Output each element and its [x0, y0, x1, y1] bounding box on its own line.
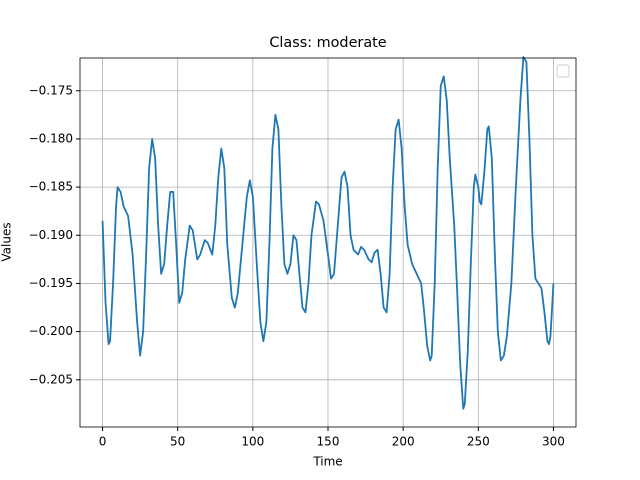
x-tick-label: 200: [392, 435, 415, 449]
y-tick-label: −0.180: [29, 131, 73, 145]
legend-box: [556, 64, 570, 78]
x-tick-label: 150: [317, 435, 340, 449]
chart-title: Class: moderate: [269, 35, 386, 51]
y-axis-label: Values: [0, 222, 14, 261]
y-tick-label: −0.200: [29, 324, 73, 338]
y-tick-label: −0.195: [29, 276, 73, 290]
y-tick-label: −0.190: [29, 228, 73, 242]
y-tick-label: −0.175: [29, 83, 73, 97]
x-tick-label: 0: [99, 435, 107, 449]
x-tick-label: 300: [542, 435, 565, 449]
x-axis-label: Time: [312, 455, 342, 469]
x-tick-label: 100: [241, 435, 264, 449]
plot-area: 0 50 100 150 200 250 300 −0.205 −0.200 −0.195 −0.1…: [29, 56, 576, 449]
x-tick-label: 50: [170, 435, 185, 449]
y-tick-label: −0.185: [29, 180, 73, 194]
axes-frame: [79, 57, 577, 428]
y-tick-label: −0.205: [29, 372, 73, 386]
series-line: [101, 56, 555, 410]
x-tick-label: 250: [467, 435, 490, 449]
